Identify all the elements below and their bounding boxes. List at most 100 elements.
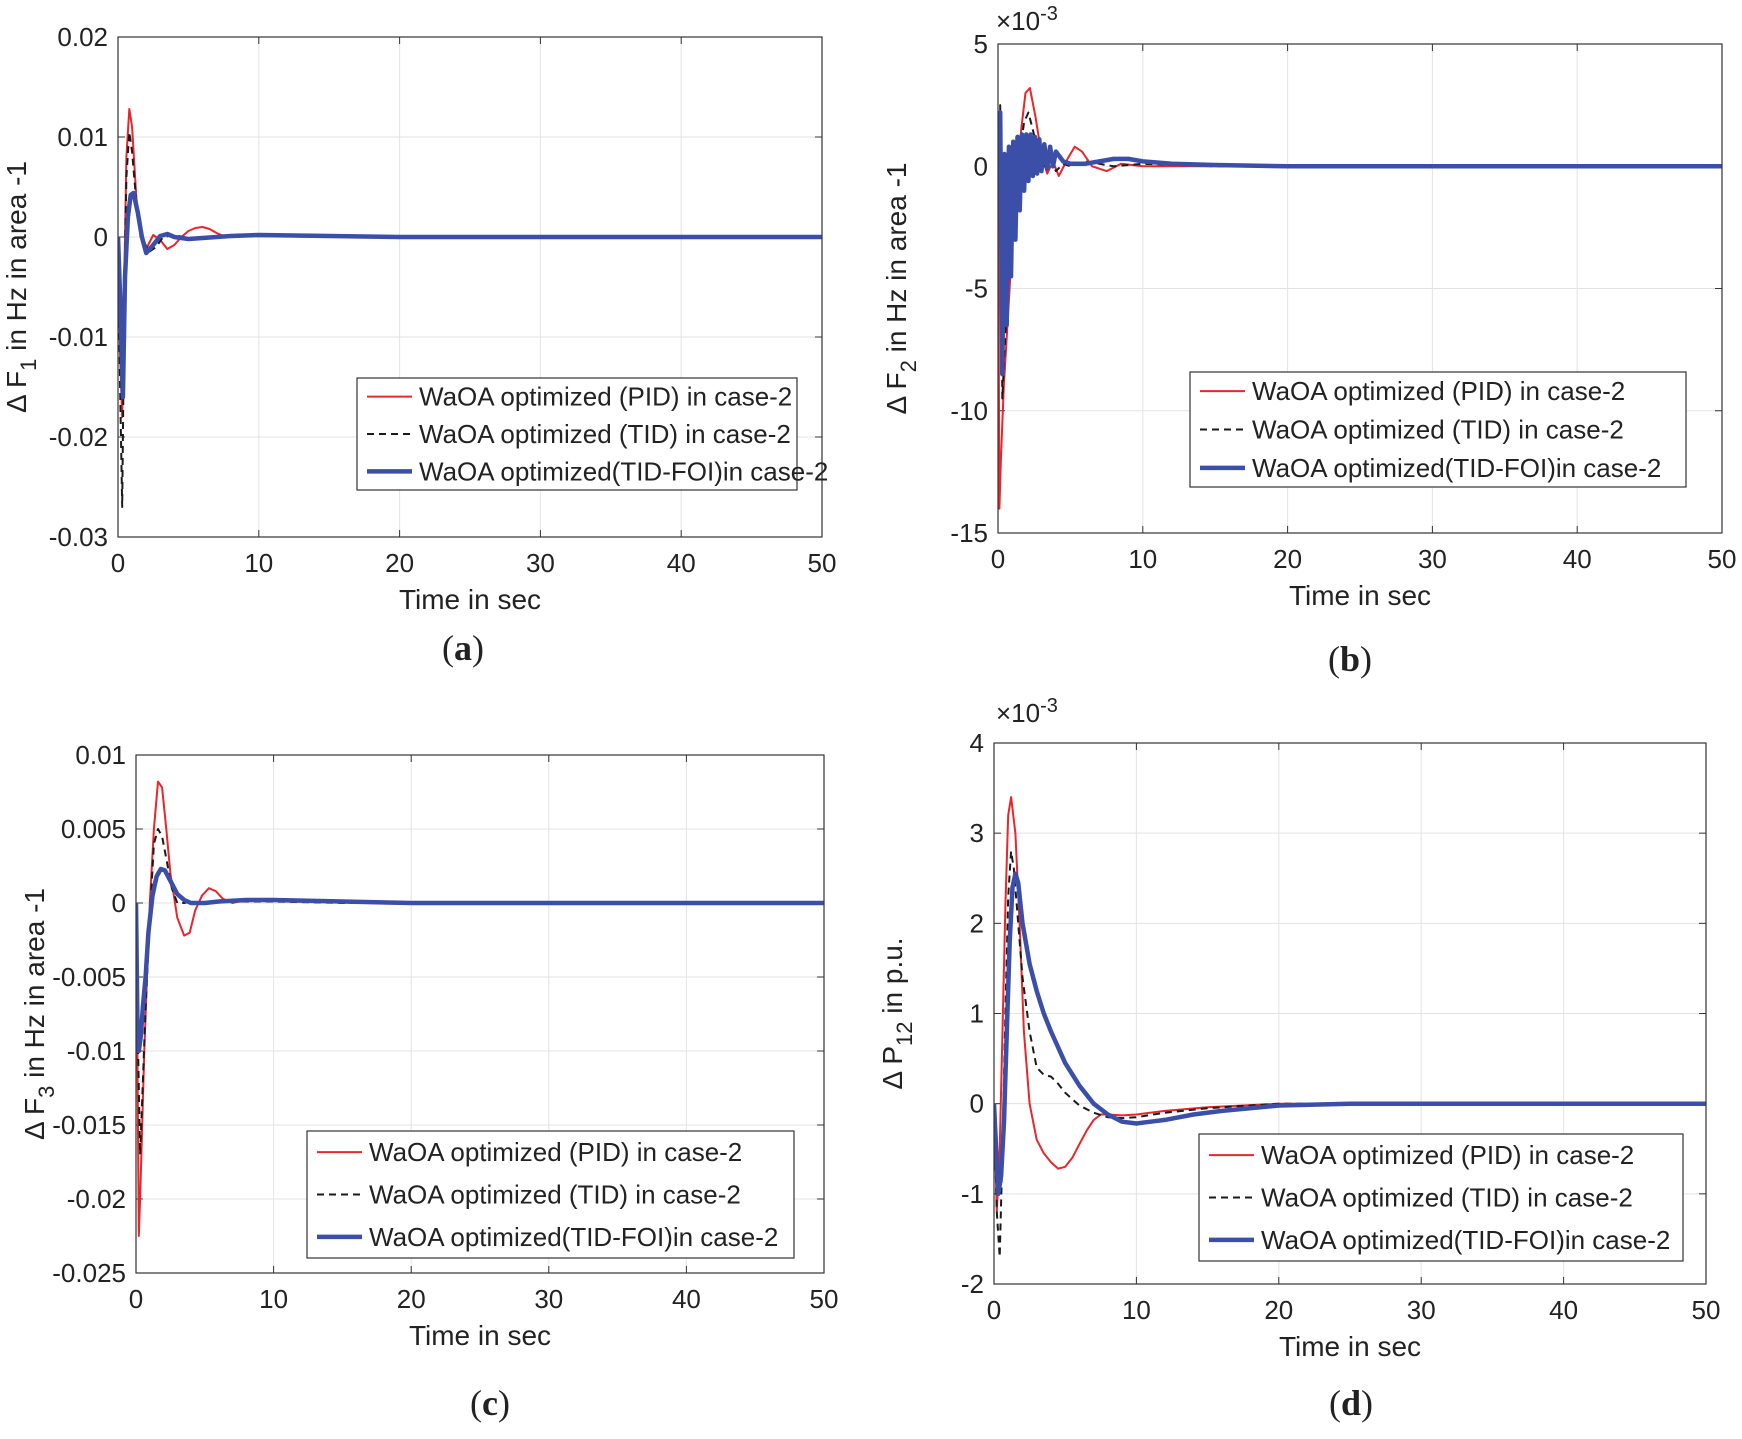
y-axis-label: Δ F3 in Hz in area -1 [19,888,59,1140]
legend-entry: WaOA optimized(TID-FOI)in case-2 [369,1222,778,1252]
legend-entry: WaOA optimized (TID) in case-2 [1252,415,1624,445]
x-tick-label: 0 [987,1295,1001,1325]
x-tick-label: 20 [1264,1295,1293,1325]
y-tick-label: -0.01 [67,1036,126,1066]
legend-entry: WaOA optimized (TID) in case-2 [369,1180,741,1210]
axis-exponent-power: -3 [1040,3,1058,25]
x-axis-label: Time in sec [1289,580,1431,611]
panel-letter: b [1340,639,1360,679]
panel-paren-close: ) [1360,639,1372,679]
legend-entry: WaOA optimized(TID-FOI)in case-2 [1261,1225,1670,1255]
x-tick-label: 20 [397,1284,426,1314]
legend-box [1198,1133,1684,1262]
axis-exponent: ×10-3 [996,3,1058,36]
legend-entry: WaOA optimized (PID) in case-2 [369,1137,742,1167]
axes-box [997,43,1723,534]
y-tick-label: -1 [961,1179,984,1209]
y-tick-label: -0.025 [52,1258,126,1288]
y-tick-label: 5 [974,29,988,59]
x-tick-label: 50 [810,1284,839,1314]
axis-exponent-power: -3 [1040,695,1058,717]
legend-entry: WaOA optimized(TID-FOI)in case-2 [1252,453,1661,483]
panel-label: (c) [470,1383,510,1423]
y-axis-label-subscript: 2 [896,360,921,372]
legend-entry: WaOA optimized (TID) in case-2 [1261,1183,1633,1213]
y-axis-label: Δ F2 in Hz in area -1 [881,163,921,415]
legend-entry: WaOA optimized (TID) in case-2 [419,419,791,449]
x-tick-label: 10 [1128,544,1157,574]
y-tick-label: -0.005 [52,962,126,992]
y-tick-label: 0 [94,222,108,252]
y-tick-label: 3 [970,818,984,848]
legend-box [356,377,798,491]
y-tick-label: 0.02 [57,22,108,52]
axes-box [135,754,825,1274]
panel-label: (a) [442,628,484,668]
x-tick-label: 30 [1407,1295,1436,1325]
y-tick-label: -15 [950,518,988,548]
legend-box [306,1130,795,1259]
legend: WaOA optimized (PID) in case-2 WaOA optim… [1189,371,1687,488]
legend: WaOA optimized (PID) in case-2 WaOA optim… [1198,1133,1684,1262]
x-tick-label: 50 [1692,1295,1721,1325]
x-tick-label: 10 [1122,1295,1151,1325]
y-axis-label-unit: in Hz in area -1 [19,888,50,1086]
y-tick-label: -0.01 [49,322,108,352]
x-tick-label: 20 [1273,544,1302,574]
axes-box [993,742,1707,1285]
y-axis-label: Δ F1 in Hz in area -1 [1,161,41,413]
chart-a: 0 10 20 30 40 50 -0.03 -0.02 -0.01 0 0.01 0.02 Time … [1,22,836,668]
chart-b: 0 10 20 30 40 50 -15 -10 -5 0 5 ×10-3 Time in sec Δ F… [881,3,1736,679]
panel-paren-open: ( [1328,639,1340,679]
legend: WaOA optimized (PID) in case-2 WaOA optim… [306,1130,795,1259]
series-line-blue-thick [136,866,824,1054]
panel-paren-open: ( [442,628,454,668]
y-tick-label: 0 [112,888,126,918]
x-axis-label: Time in sec [1279,1331,1421,1362]
y-axis-label-subscript: 3 [34,1086,59,1098]
y-tick-label: -5 [965,274,988,304]
panel-paren-close: ) [498,1383,510,1423]
y-tick-label: -0.02 [67,1184,126,1214]
x-tick-label: 0 [129,1284,143,1314]
y-tick-label: 1 [970,999,984,1029]
x-axis-label: Time in sec [399,584,541,615]
y-tick-label: 4 [970,728,984,758]
y-tick-label: -0.015 [52,1110,126,1140]
y-tick-label: 0.01 [57,122,108,152]
y-tick-label: 0 [974,151,988,181]
y-axis-label-main: Δ F [1,371,32,413]
y-axis-label-main: Δ F [881,372,912,414]
y-axis-label-unit: in Hz in area -1 [1,161,32,359]
y-tick-label: -10 [950,396,988,426]
series-line-blue-thick [118,190,822,400]
panel-letter: a [454,628,472,668]
x-tick-label: 0 [991,544,1005,574]
series-line-blue-thick [994,871,1706,1197]
x-tick-label: 30 [534,1284,563,1314]
panel-letter: c [482,1383,498,1423]
panel-letter: d [1341,1383,1361,1423]
y-tick-label: -0.03 [49,522,108,552]
y-tick-label: 0 [970,1089,984,1119]
panel-label: (b) [1328,639,1372,679]
legend-entry: WaOA optimized (PID) in case-2 [1252,376,1625,406]
legend-entry: WaOA optimized (PID) in case-2 [1261,1140,1634,1170]
axis-exponent: ×10-3 [996,695,1058,728]
legend-entry: WaOA optimized (PID) in case-2 [419,382,792,412]
y-axis-label-unit: in p.u. [877,937,908,1021]
legend: WaOA optimized (PID) in case-2 WaOA optim… [356,377,828,491]
x-tick-label: 0 [111,548,125,578]
x-tick-label: 50 [1708,544,1737,574]
x-tick-label: 20 [385,548,414,578]
y-tick-label: -0.02 [49,422,108,452]
legend-box [1189,371,1687,488]
axes-box [117,36,823,538]
x-tick-label: 10 [259,1284,288,1314]
panel-label: (d) [1329,1383,1373,1423]
panel-paren-close: ) [1361,1383,1373,1423]
y-axis-label: Δ P12 in p.u. [877,937,917,1089]
x-tick-label: 40 [1563,544,1592,574]
x-tick-label: 30 [526,548,555,578]
